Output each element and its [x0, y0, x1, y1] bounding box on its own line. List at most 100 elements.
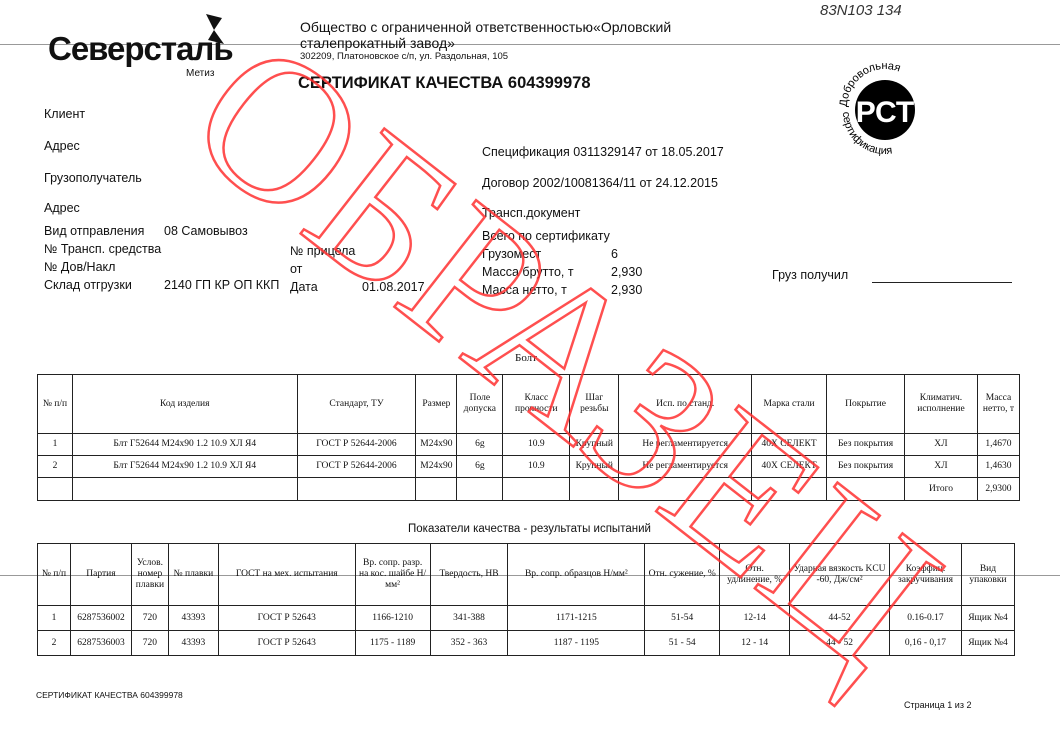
- table-cell: Услов. номер плавки: [130, 543, 169, 606]
- table-cell: Класс прочности: [502, 374, 571, 434]
- table-cell: 40Х СЕЛЕКТ: [751, 455, 828, 478]
- table2-title: Показатели качества - результаты испытан…: [408, 523, 651, 535]
- table-cell: ГОСТ Р 52643: [217, 630, 356, 656]
- signature-line: [872, 282, 1012, 283]
- table-cell: 720: [130, 630, 169, 656]
- ot-label: от: [290, 262, 303, 276]
- table-cell: 6287536003: [69, 630, 132, 656]
- gross-label: Масса брутто, т: [482, 265, 574, 279]
- table-cell: ГОСТ Р 52644-2006: [296, 455, 417, 478]
- table-cell: № п/п: [37, 543, 71, 606]
- table-row: 2 Блт Г52644 М24х90 1.2 10.9 ХЛ Я4 ГОСТ Р …: [37, 455, 1021, 478]
- table-cell: Не регламентируется: [618, 433, 753, 456]
- table-cell: ХЛ: [903, 455, 978, 478]
- table-cell: 51-54: [644, 605, 721, 631]
- table-cell: ГОСТ на мех. испытания: [217, 543, 356, 606]
- client-label: Клиент: [44, 107, 86, 121]
- svg-text:РСТ: РСТ: [856, 96, 915, 129]
- certificate-title: СЕРТИФИКАТ КАЧЕСТВА 604399978: [298, 74, 591, 92]
- table-cell: Ударная вязкость KCU -60, Дж/см²: [789, 543, 890, 606]
- table-cell: 352 - 363: [429, 630, 509, 656]
- table-row: 2 6287536003 720 43393 ГОСТ Р 52643 1175 - 11…: [37, 630, 1016, 656]
- table-cell: 44 - 52: [789, 630, 890, 656]
- table-cell: 1171-1215: [507, 605, 646, 631]
- total-value: 2,9300: [976, 477, 1021, 501]
- table-cell: Без покрытия: [826, 433, 905, 456]
- table-cell: Не регламентируется: [618, 455, 753, 478]
- places-value: 6: [611, 247, 618, 261]
- table-cell: ГОСТ Р 52643: [217, 605, 356, 631]
- table-cell: Марка стали: [751, 374, 828, 434]
- scan-line: [0, 44, 1060, 45]
- brand-sub: Метиз: [186, 68, 215, 79]
- warehouse-value: 2140 ГП КР ОП ККП: [164, 278, 280, 292]
- net-label: Масса нетто, т: [482, 283, 567, 297]
- total-row: Итого 2,9300: [37, 477, 1021, 501]
- table-cell: М24х90: [415, 433, 458, 456]
- company-name-1: Общество с ограниченной ответственностью…: [300, 19, 672, 35]
- consignee-label: Грузополучатель: [44, 171, 142, 185]
- date-value: 01.08.2017: [362, 280, 425, 294]
- table-cell: 1,4630: [976, 455, 1021, 478]
- table-cell: Крупный: [569, 455, 620, 478]
- table-cell: 1,4670: [976, 433, 1021, 456]
- specification: Спецификация 0311329147 от 18.05.2017: [482, 145, 724, 159]
- table-cell: 43393: [167, 630, 219, 656]
- footer-cert: СЕРТИФИКАТ КАЧЕСТВА 604399978: [36, 690, 183, 700]
- table-cell: 1175 - 1189: [354, 630, 431, 656]
- net-value: 2,930: [611, 283, 643, 297]
- company-address: 302209, Платоновское с/п, ул. Раздольная…: [300, 51, 509, 62]
- table-cell: ХЛ: [903, 433, 978, 456]
- table-cell: Масса нетто, т: [976, 374, 1021, 434]
- table-cell: Вр. сопр. разр. на кос. шайбе Н/мм²: [354, 543, 431, 606]
- address2-label: Адрес: [44, 201, 80, 215]
- table-cell: Ящик №4: [960, 630, 1016, 656]
- dov-label: № Дов/Накл: [44, 260, 116, 274]
- vehicle-label: № Трансп. средства: [44, 242, 162, 256]
- table-cell: 2: [37, 630, 71, 656]
- warehouse-label: Склад отгрузки: [44, 278, 132, 292]
- brand-logo: Северсталь: [48, 30, 234, 67]
- table-cell: 10.9: [502, 455, 571, 478]
- table-cell: 6g: [456, 455, 504, 478]
- table-cell: ГОСТ Р 52644-2006: [296, 433, 417, 456]
- transport-doc-label: Трансп.документ: [482, 206, 581, 220]
- table-cell: Стандарт, ТУ: [296, 374, 417, 434]
- table-cell: Поле допуска: [456, 374, 504, 434]
- table-cell: 6287536002: [69, 605, 132, 631]
- table-cell: Исп. по станд.: [618, 374, 753, 434]
- table-row: 1 6287536002 720 43393 ГОСТ Р 52643 1166-1210…: [37, 605, 1016, 631]
- total-label: Всего по сертификату: [482, 229, 610, 243]
- table-cell: 1: [37, 605, 71, 631]
- table1-title: Болт: [515, 352, 537, 364]
- quality-table: № п/п Партия Услов. номер плавки № плавки ГО…: [37, 543, 1016, 656]
- table-cell: 2: [37, 455, 73, 478]
- table-cell: 44-52: [789, 605, 890, 631]
- table-cell: М24х90: [415, 455, 458, 478]
- date-label: Дата: [290, 280, 318, 294]
- table-cell: Крупный: [569, 433, 620, 456]
- table-cell: 12-14: [719, 605, 791, 631]
- table-cell: Ящик №4: [960, 605, 1016, 631]
- table-cell: 1166-1210: [354, 605, 431, 631]
- table-cell: 6g: [456, 433, 504, 456]
- table-cell: Блт Г52644 М24х90 1.2 10.9 ХЛ Я4: [71, 455, 298, 478]
- table-cell: Твердость, HB: [429, 543, 509, 606]
- table-row: 1 Блт Г52644 М24х90 1.2 10.9 ХЛ Я4 ГОСТ Р …: [37, 433, 1021, 456]
- table-cell: Блт Г52644 М24х90 1.2 10.9 ХЛ Я4: [71, 433, 298, 456]
- table-cell: 0.16-0.17: [888, 605, 962, 631]
- company-name-2: сталепрокатный завод»: [300, 35, 455, 51]
- table-cell: № п/п: [37, 374, 73, 434]
- table-cell: 10.9: [502, 433, 571, 456]
- table-cell: 43393: [167, 605, 219, 631]
- table-header-row: № п/п Код изделия Стандарт, ТУ Размер Поле д…: [37, 374, 1021, 434]
- table-cell: Вр. сопр. образцов Н/мм²: [507, 543, 646, 606]
- ship-type-label: Вид отправления: [44, 224, 145, 238]
- contract: Договор 2002/10081364/11 от 24.12.2015: [482, 176, 718, 190]
- products-table: № п/п Код изделия Стандарт, ТУ Размер Поле д…: [37, 374, 1021, 501]
- table-cell: 1187 - 1195: [507, 630, 646, 656]
- table-cell: 0,16 - 0,17: [888, 630, 962, 656]
- rst-seal-icon: Добровольная РСТ сертификация: [838, 60, 915, 157]
- table-cell: Код изделия: [71, 374, 298, 434]
- table-cell: Без покрытия: [826, 455, 905, 478]
